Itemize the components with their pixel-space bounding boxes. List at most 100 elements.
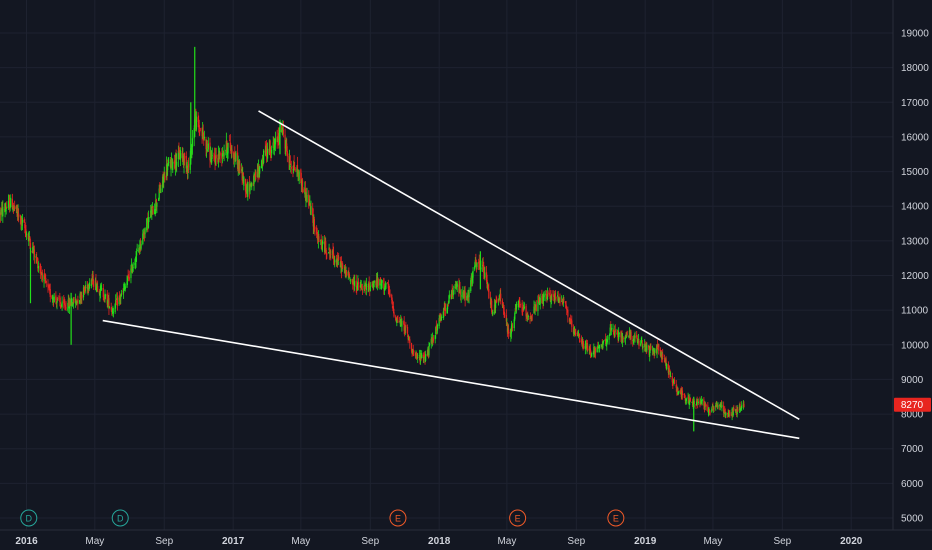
candle-body [551, 294, 553, 296]
candle-body [377, 278, 379, 286]
candle-body [549, 292, 551, 296]
trendline-lower[interactable] [102, 319, 800, 440]
candle-body [56, 301, 58, 303]
candle-body [57, 297, 59, 299]
candle-body [637, 340, 639, 344]
candle-body [630, 331, 632, 340]
candle-body [570, 318, 572, 322]
candle-body [507, 328, 509, 331]
candle-body [717, 405, 719, 408]
candle-body [191, 138, 194, 148]
candle-body [163, 176, 165, 183]
candle-body [626, 331, 628, 336]
candle-body [412, 349, 414, 351]
candle-body [61, 301, 63, 308]
price-axis[interactable]: 5000 6000 7000 8000 9000 10000 11000 12000 13000… [901, 29, 929, 525]
candle-body [93, 285, 95, 287]
candle-body [438, 318, 440, 326]
candle-body [496, 299, 498, 303]
candle-body [646, 345, 648, 351]
candle-body [471, 275, 474, 282]
candle-body [227, 142, 229, 154]
candle-body [247, 181, 249, 197]
candle-body [314, 227, 316, 229]
earnings-marker-letter: E [613, 514, 619, 524]
candle-body [118, 297, 120, 305]
candle-body [671, 376, 673, 383]
candle-body [112, 311, 114, 313]
candle-body [203, 136, 205, 139]
candle-body [67, 308, 69, 310]
candle-body [103, 298, 106, 299]
candle-body [725, 413, 727, 416]
candle-body [618, 332, 620, 335]
candle-body [669, 376, 672, 377]
candle-body [148, 217, 150, 219]
candle-body [519, 303, 522, 305]
candle-body [64, 305, 67, 307]
candle-body [290, 166, 292, 167]
candle-body [45, 280, 47, 283]
candle-body [218, 154, 220, 159]
candle-body [126, 281, 128, 288]
dividend-marker[interactable] [20, 509, 38, 527]
candle-body [468, 289, 470, 298]
candle-body [361, 285, 363, 288]
trendline-upper[interactable] [258, 110, 800, 420]
time-axis[interactable]: 2016 May Sep 2017 May Sep 2018 May Sep 2019 May Sep… [15, 536, 862, 547]
candle-body [176, 161, 178, 166]
candle-body [447, 306, 449, 310]
candle-body [107, 300, 109, 303]
candle-body [142, 233, 144, 244]
candle-body [364, 286, 366, 288]
x-tick-label: Sep [361, 536, 379, 547]
dividend-marker[interactable] [111, 509, 129, 527]
candle-body [684, 394, 686, 399]
candle-body [343, 268, 345, 270]
candlestick-series[interactable] [0, 46, 745, 432]
candle-body [478, 261, 480, 267]
candle-body [533, 306, 535, 314]
candle-body [506, 323, 509, 333]
x-tick-label: May [497, 536, 516, 547]
candle-body [724, 411, 726, 414]
candle-body [64, 303, 66, 308]
x-tick-label: 2018 [428, 536, 451, 547]
candle-body [48, 288, 50, 290]
candle-body [40, 270, 42, 273]
candle-body [387, 283, 389, 289]
candle-body [605, 338, 607, 345]
candle-body [622, 336, 624, 343]
candle-body [447, 305, 449, 306]
trendlines[interactable] [102, 110, 800, 440]
candle-body [230, 147, 233, 151]
candle-body [2, 207, 4, 217]
candle-body [554, 293, 556, 300]
candle-body [349, 278, 351, 280]
candle-body [592, 352, 594, 354]
candle-body [550, 300, 552, 302]
candle-body [284, 134, 286, 149]
candle-body [21, 219, 24, 223]
candle-body [498, 298, 500, 301]
candle-body [409, 339, 411, 344]
candle-body [396, 317, 398, 323]
candle-body [672, 381, 675, 383]
candle-body [579, 337, 581, 343]
earnings-marker[interactable] [389, 509, 407, 527]
candle-body [309, 202, 311, 206]
candle-body [574, 328, 576, 332]
candle-body [270, 149, 273, 153]
earnings-marker[interactable] [607, 509, 625, 527]
candle-body [618, 332, 620, 340]
candle-body [348, 273, 350, 275]
candle-body [100, 287, 102, 289]
earnings-marker[interactable] [509, 509, 527, 527]
candle-body [181, 150, 183, 159]
candle-body [332, 249, 334, 256]
candle-body [156, 203, 158, 207]
candle-body [171, 157, 173, 160]
candle-body [294, 167, 296, 171]
candle-body [495, 300, 497, 308]
